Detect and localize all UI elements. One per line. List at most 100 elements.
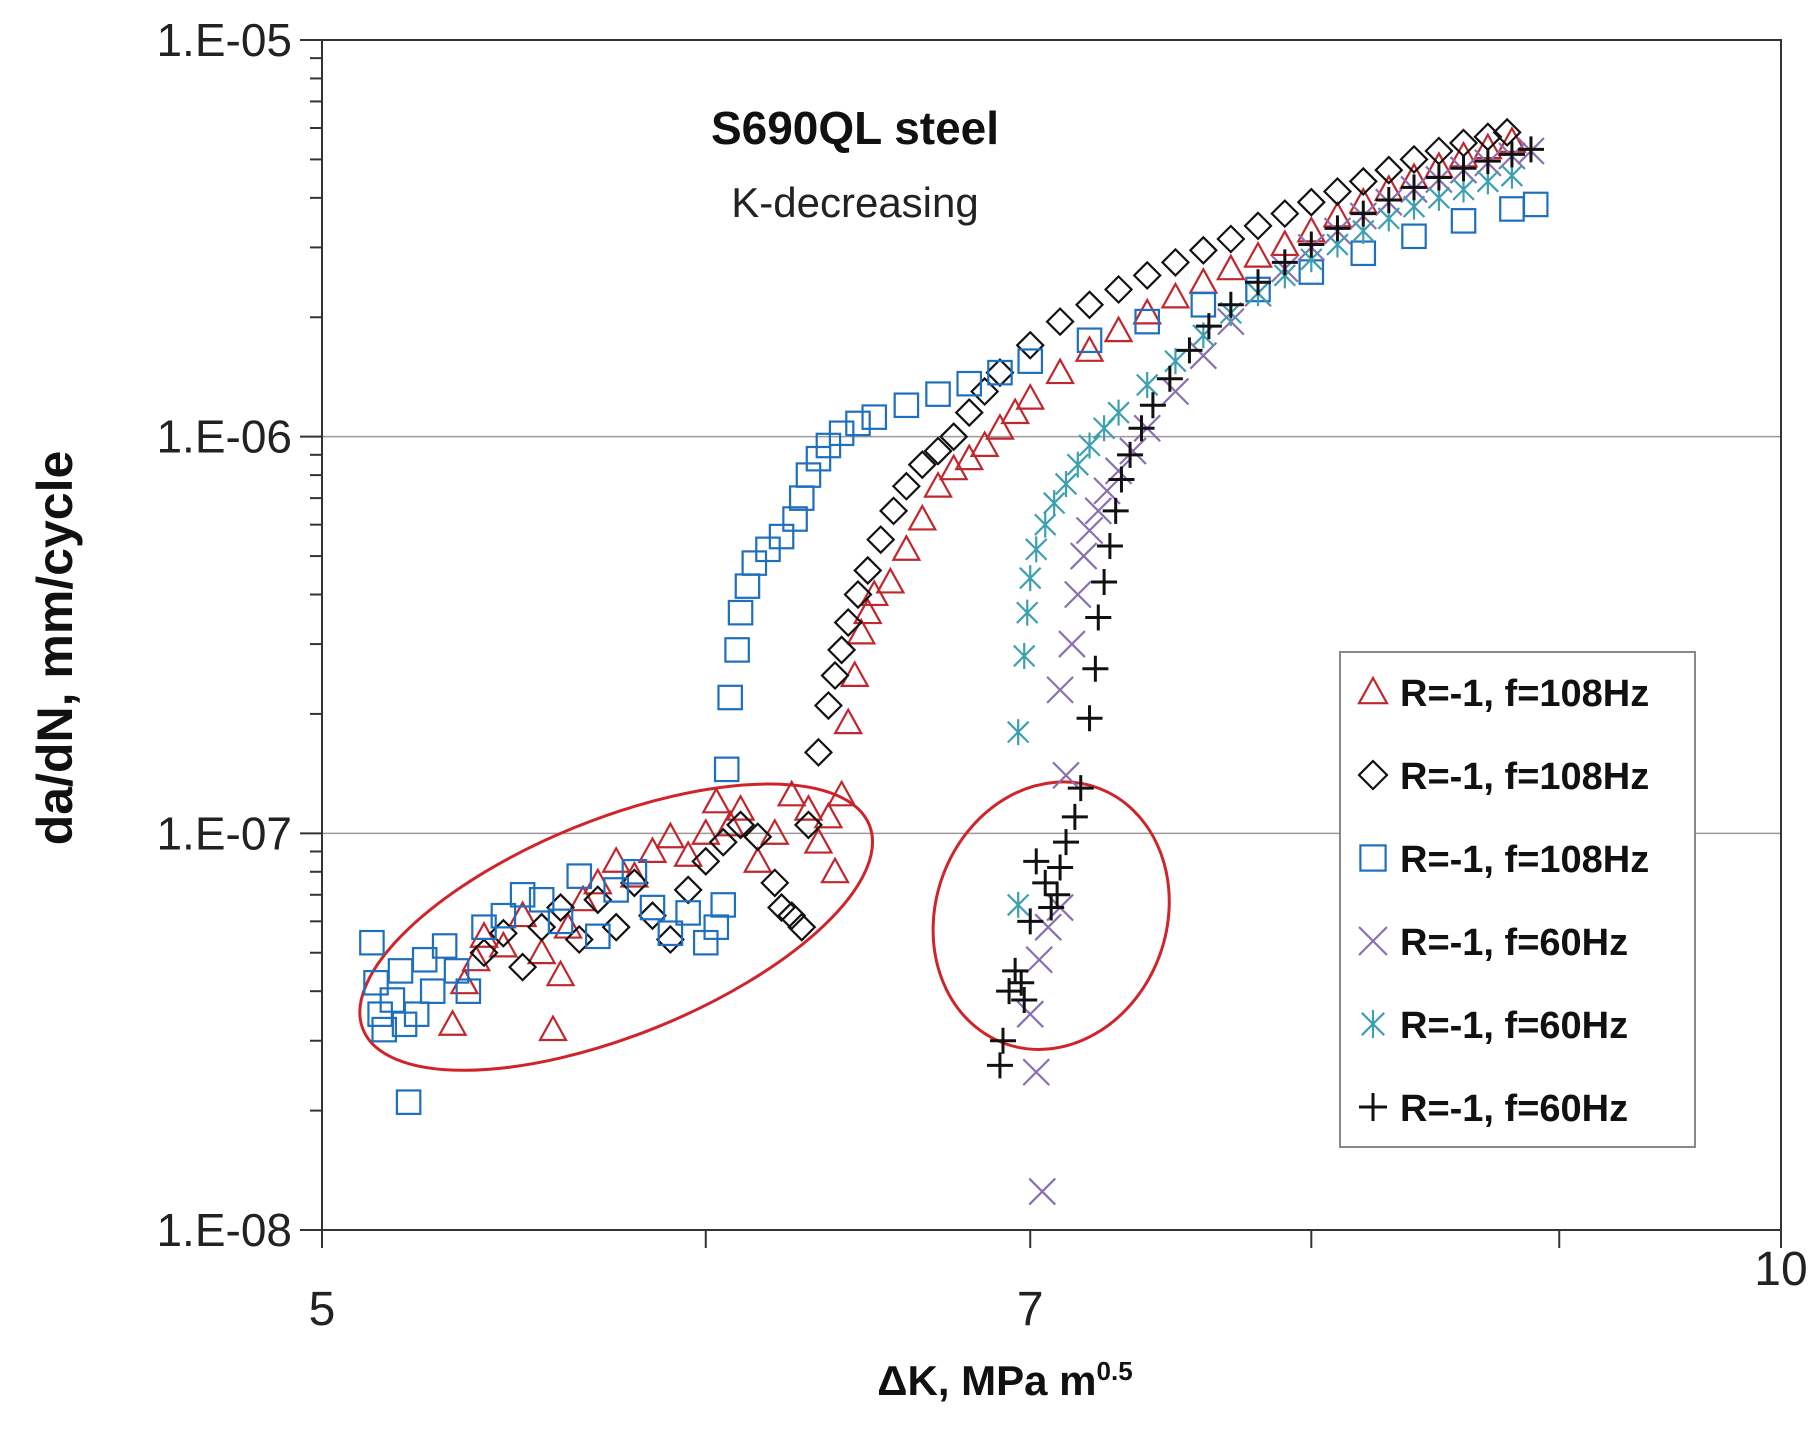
data-point-asterisk xyxy=(1013,642,1036,669)
data-point-diamond xyxy=(827,635,857,665)
data-point-triangle xyxy=(938,453,969,481)
data-point-x xyxy=(1046,676,1074,704)
data-point-triangle xyxy=(985,412,1015,440)
data-point-square xyxy=(387,958,414,984)
data-point-square xyxy=(768,523,795,550)
data-point-plus xyxy=(1096,533,1123,560)
data-point-diamond xyxy=(564,924,594,955)
legend-marker-square xyxy=(1359,844,1387,872)
data-point-plus xyxy=(1061,803,1088,830)
data-point-square xyxy=(1190,291,1217,318)
legend-entry: R=-1, f=60Hz xyxy=(1361,1005,1628,1047)
data-point-triangle xyxy=(852,597,883,625)
legend-label: R=-1, f=108Hz xyxy=(1400,839,1649,881)
data-point-triangle xyxy=(759,818,790,845)
x-axis-title: ΔK, MPa m0.5 xyxy=(877,1356,1132,1404)
data-point-diamond xyxy=(1015,330,1045,360)
legend-label: R=-1, f=60Hz xyxy=(1400,922,1628,964)
data-point-diamond xyxy=(813,690,843,721)
data-point-diamond xyxy=(853,555,883,585)
data-point-diamond xyxy=(907,450,937,480)
data-point-diamond xyxy=(1492,117,1522,147)
data-point-square xyxy=(403,1001,430,1027)
data-point-square xyxy=(1134,308,1161,335)
data-point-plus xyxy=(1425,164,1452,191)
data-point-asterisk xyxy=(1034,511,1057,538)
data-point-diamond xyxy=(508,952,538,982)
data-point-square xyxy=(845,410,871,437)
data-point-diamond xyxy=(1399,144,1429,174)
legend-label: R=-1, f=108Hz xyxy=(1400,756,1649,798)
data-point-plus xyxy=(1298,231,1325,258)
data-point-triangle xyxy=(954,443,985,471)
data-point-asterisk xyxy=(1107,399,1130,426)
data-point-plus xyxy=(1450,155,1477,182)
data-point-asterisk xyxy=(1054,470,1078,497)
highlight-ellipse xyxy=(358,782,875,1072)
data-point-plus xyxy=(1139,392,1166,419)
data-point-triangle xyxy=(449,967,480,995)
data-point-square xyxy=(1017,348,1044,374)
data-point-square xyxy=(861,404,888,430)
data-point-triangle xyxy=(637,836,668,863)
y-tick-label: 1.E-08 xyxy=(156,1204,292,1256)
data-point-square xyxy=(727,599,754,626)
data-point-triangle xyxy=(488,930,519,958)
data-point-plus xyxy=(989,1027,1016,1054)
data-point-diamond xyxy=(1188,235,1218,265)
data-point-diamond xyxy=(985,358,1015,388)
data-point-diamond xyxy=(1074,290,1105,320)
data-point-plus xyxy=(1176,337,1203,364)
data-point-square xyxy=(1499,196,1525,222)
data-point-plus xyxy=(1401,174,1427,201)
data-point-diamond xyxy=(1045,307,1075,337)
data-point-triangle xyxy=(742,846,773,873)
data-point-triangle xyxy=(1045,357,1075,385)
data-point-plus xyxy=(1350,200,1377,227)
data-point-triangle xyxy=(673,840,704,867)
data-point-plus xyxy=(1375,187,1402,214)
data-point-diamond xyxy=(1322,176,1353,207)
data-point-plus xyxy=(1474,148,1501,175)
x-tick-label: 10 xyxy=(1754,1243,1807,1296)
data-point-square xyxy=(639,894,666,921)
data-point-triangle xyxy=(891,534,922,561)
data-point-plus xyxy=(1038,894,1065,921)
data-point-square xyxy=(411,946,438,973)
data-point-plus xyxy=(1102,497,1129,524)
data-point-triangle xyxy=(1074,335,1105,362)
highlight-ellipses xyxy=(358,780,1171,1072)
data-point-x xyxy=(1058,630,1086,658)
x-axis-title-main: ΔK, MPa m xyxy=(877,1357,1096,1404)
data-point-square xyxy=(1450,208,1477,234)
y-tick-label: 1.E-07 xyxy=(156,807,292,859)
data-point-diamond xyxy=(767,892,797,923)
data-point-plus xyxy=(1011,987,1038,1014)
data-point-diamond xyxy=(545,892,576,923)
data-point-plus xyxy=(1091,569,1118,596)
data-point-square xyxy=(805,445,832,472)
data-point-square xyxy=(741,550,768,576)
data-point-diamond xyxy=(843,579,873,610)
data-point-diamond xyxy=(939,422,969,452)
data-point-triangle xyxy=(1000,397,1031,425)
data-point-triangle xyxy=(568,884,598,912)
data-point-triangle xyxy=(1015,382,1046,410)
legend-label: R=-1, f=60Hz xyxy=(1400,1005,1628,1047)
data-point-square xyxy=(547,908,574,935)
data-point-plus xyxy=(1271,249,1298,276)
data-point-square xyxy=(1350,240,1377,267)
data-point-square xyxy=(455,978,482,1004)
data-point-plus xyxy=(1017,908,1044,935)
chart-title: S690QL steel xyxy=(711,102,999,154)
data-point-square xyxy=(675,900,701,926)
data-point-square xyxy=(956,370,983,397)
data-point-triangle xyxy=(1243,240,1273,268)
data-point-plus xyxy=(1076,705,1103,732)
data-point-square xyxy=(490,902,517,929)
data-point-diamond xyxy=(879,496,909,526)
data-point-diamond xyxy=(803,737,834,767)
data-point-plus xyxy=(1008,969,1035,996)
data-point-x xyxy=(1119,437,1147,465)
